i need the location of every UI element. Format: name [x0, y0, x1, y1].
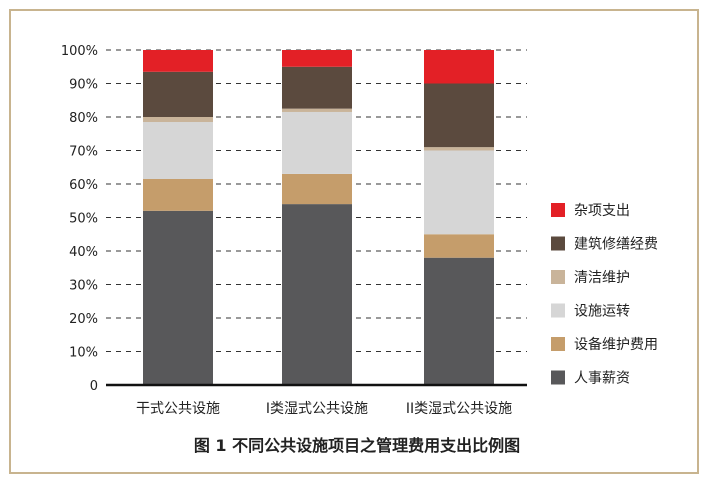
- legend-swatch: [551, 236, 565, 251]
- y-tick-labels: 0 10% 20% 30% 40% 50% 60% 70% 80% 90% 100%: [61, 44, 98, 394]
- bar-segment: [424, 147, 494, 151]
- bar-segment: [143, 117, 213, 123]
- legend-swatch: [551, 303, 565, 318]
- legend-swatch: [551, 370, 565, 385]
- legend-label: 建筑修缮经费: [574, 237, 658, 253]
- bar-segment: [282, 111, 352, 174]
- figure-frame: [9, 9, 699, 474]
- y-tick-label: 0: [90, 379, 98, 394]
- bar-segment: [424, 50, 494, 84]
- bar-segment: [424, 257, 494, 385]
- legend-swatch: [551, 203, 565, 217]
- bar-segment: [424, 150, 494, 235]
- bar-segment: [282, 173, 352, 205]
- figure-caption: 图 1 不同公共设施项目之管理费用支出比例图: [194, 436, 520, 455]
- bar-segment: [282, 108, 352, 112]
- x-tick-labels: 干式公共设施 I类湿式公共设施 II类湿式公共设施: [136, 401, 512, 417]
- y-tick-label: 30%: [69, 279, 98, 294]
- legend-swatch: [551, 337, 565, 351]
- bar-segment: [424, 234, 494, 258]
- bar-segment: [282, 50, 352, 67]
- x-tick-label: I类湿式公共设施: [266, 401, 368, 417]
- bar-segment: [424, 83, 494, 148]
- bar-segment: [143, 122, 213, 179]
- bar-segment: [143, 178, 213, 211]
- y-tick-label: 100%: [61, 44, 98, 59]
- legend-label: 设施运转: [574, 304, 630, 320]
- y-tick-label: 40%: [69, 245, 98, 260]
- y-tick-label: 50%: [69, 212, 98, 227]
- bars: [143, 50, 494, 385]
- y-tick-label: 60%: [69, 178, 98, 193]
- bar-segment: [282, 66, 352, 109]
- legend-swatch: [551, 270, 565, 284]
- bar-segment: [282, 204, 352, 385]
- x-tick-label: II类湿式公共设施: [406, 401, 512, 417]
- y-tick-label: 70%: [69, 145, 98, 160]
- y-tick-label: 10%: [69, 346, 98, 361]
- legend-label: 杂项支出: [574, 203, 630, 219]
- y-tick-label: 20%: [69, 312, 98, 327]
- x-tick-label: 干式公共设施: [136, 401, 220, 417]
- legend-label: 设备维护费用: [574, 336, 658, 353]
- legend-label: 清洁维护: [574, 270, 630, 286]
- y-tick-label: 90%: [69, 78, 98, 93]
- bar-segment: [143, 50, 213, 72]
- legend-label: 人事薪资: [574, 371, 630, 387]
- y-tick-label: 80%: [69, 111, 98, 126]
- bar-segment: [143, 210, 213, 385]
- bar-segment: [143, 71, 213, 117]
